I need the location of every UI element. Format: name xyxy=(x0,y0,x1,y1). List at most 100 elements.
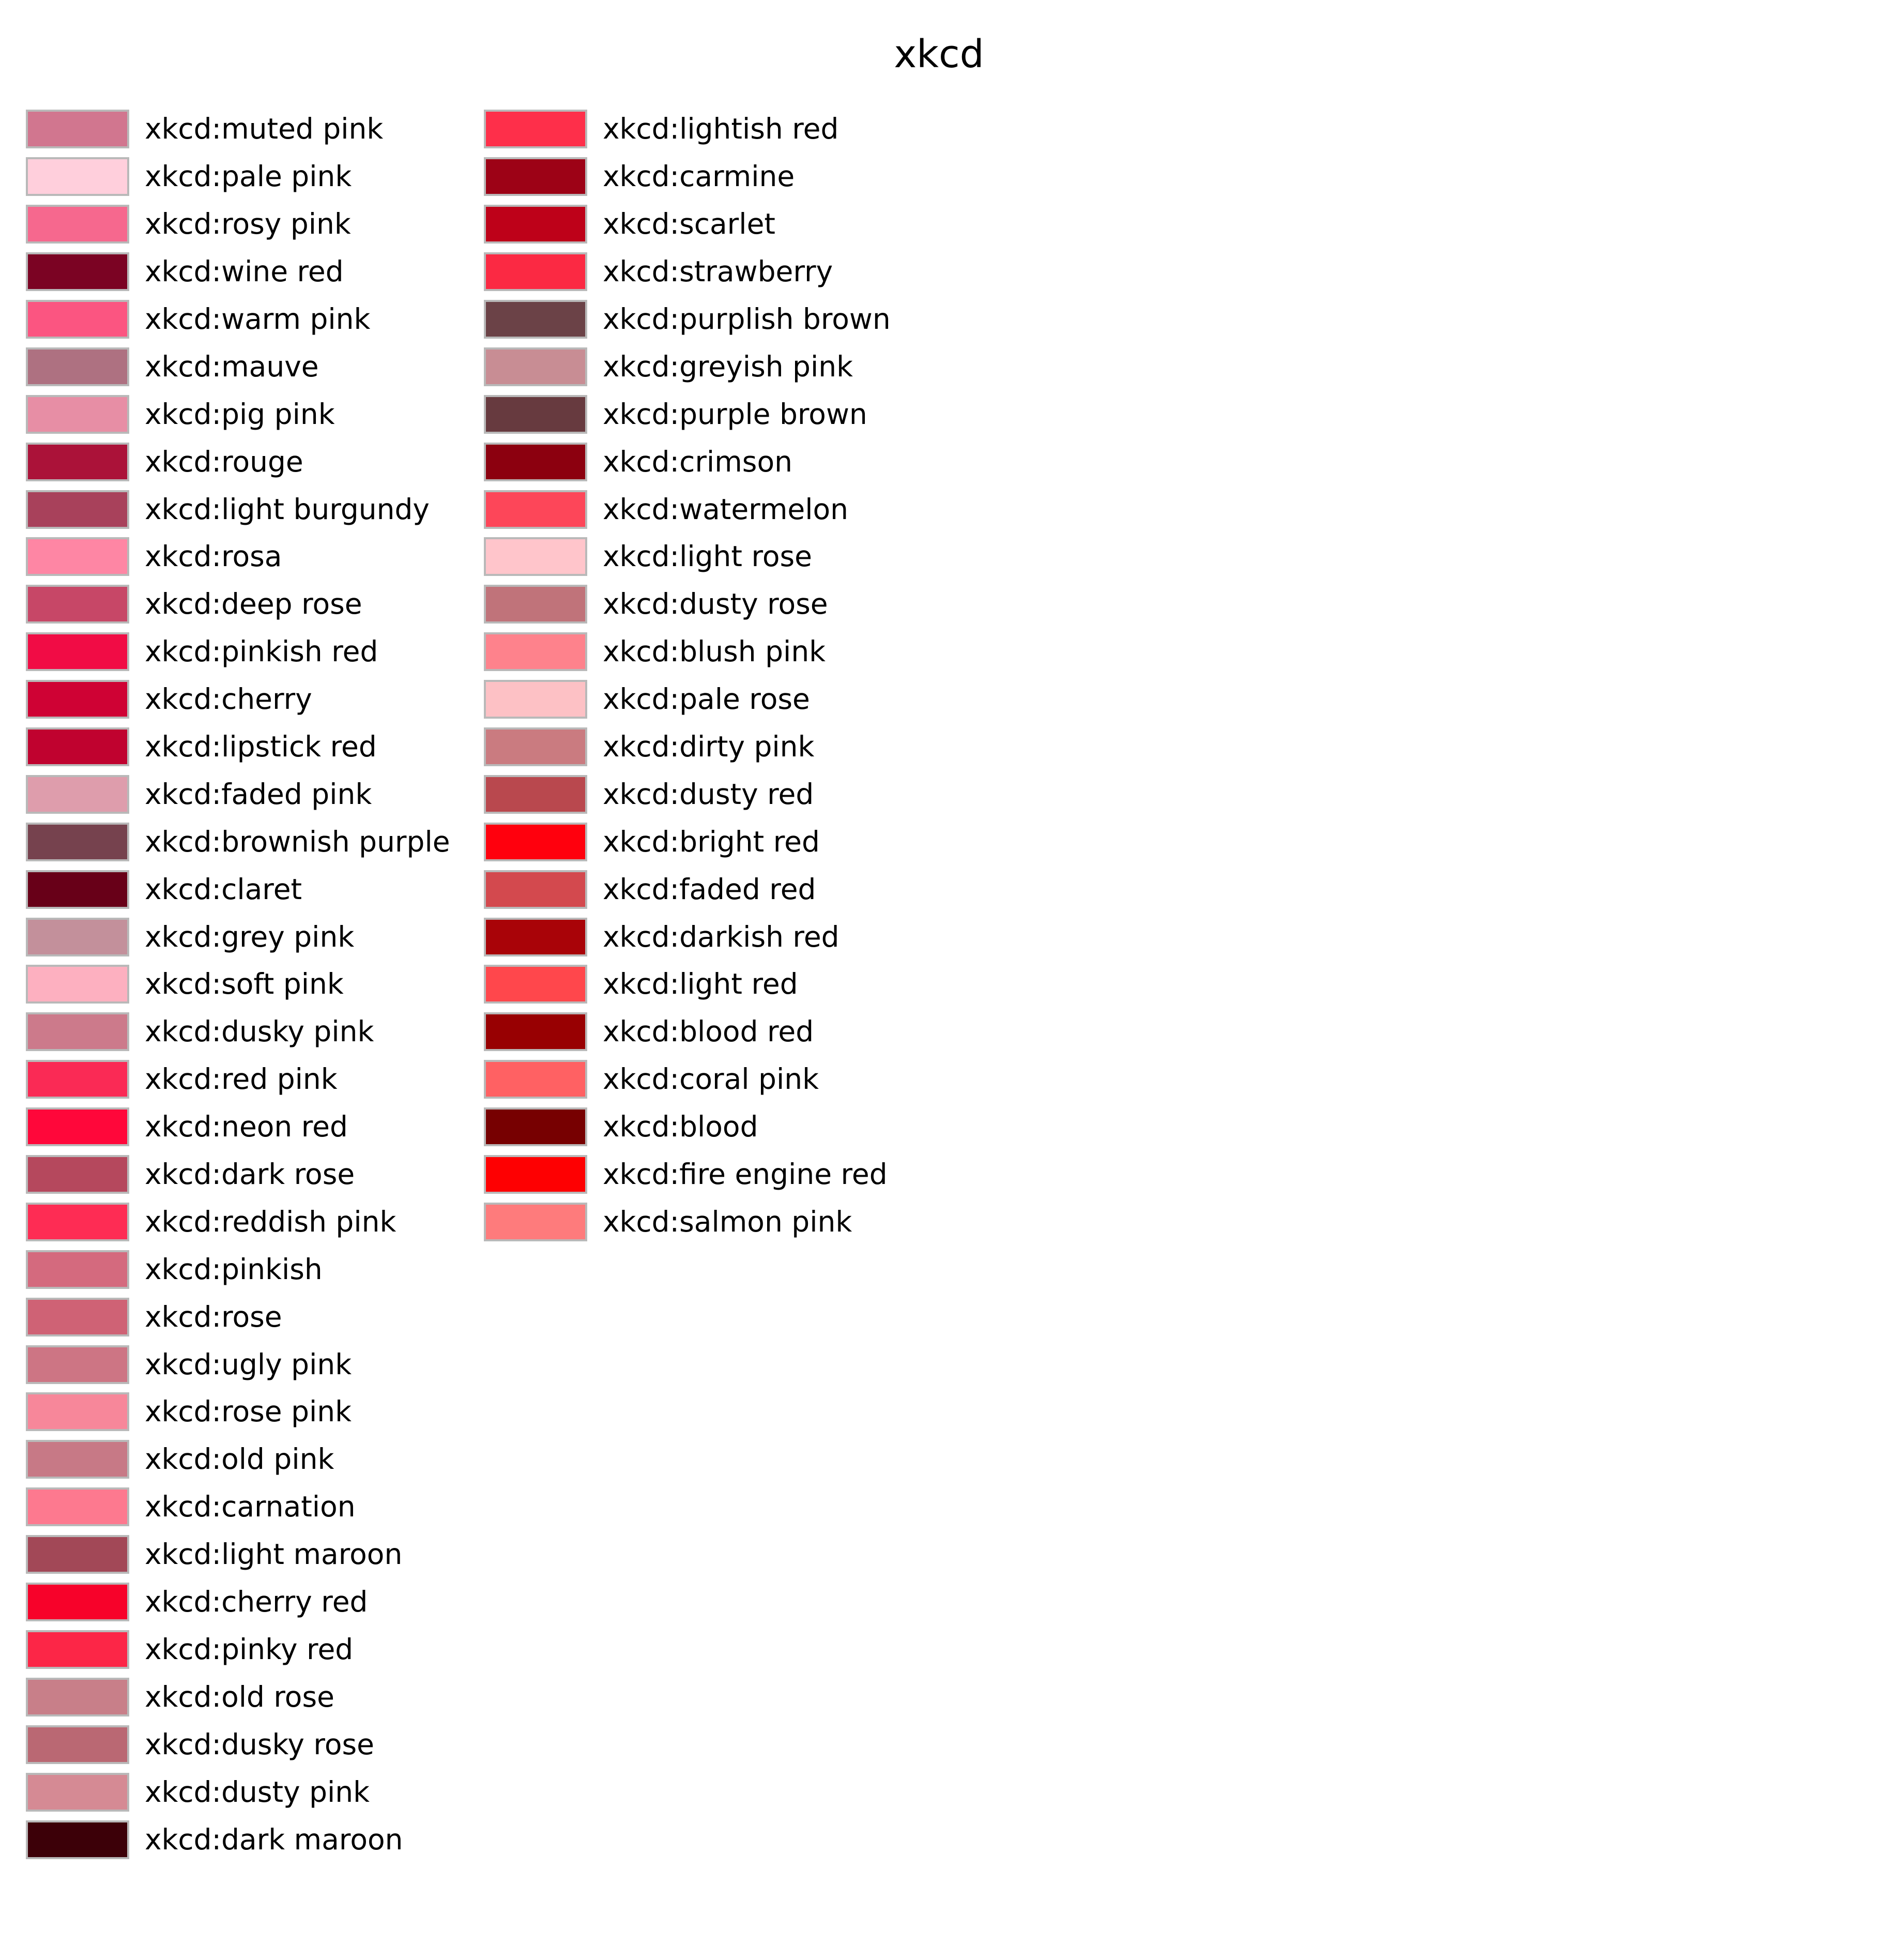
color-entry: xkcd:reddish pink xyxy=(26,1198,450,1245)
color-entry: xkcd:watermelon xyxy=(484,485,891,533)
color-label: xkcd:fire engine red xyxy=(603,1158,888,1191)
color-entry: xkcd:claret xyxy=(26,865,450,913)
color-swatch xyxy=(484,727,587,767)
color-swatch xyxy=(26,1155,129,1194)
color-entry: xkcd:fire engine red xyxy=(484,1151,891,1198)
color-swatch xyxy=(26,1677,129,1716)
color-entry: xkcd:dusky pink xyxy=(26,1008,450,1056)
color-swatch xyxy=(26,585,129,624)
color-swatch xyxy=(26,822,129,861)
color-label: xkcd:light burgundy xyxy=(145,492,430,526)
color-swatch xyxy=(484,347,587,386)
color-swatch xyxy=(484,252,587,292)
color-entry: xkcd:light burgundy xyxy=(26,485,450,533)
color-swatch xyxy=(484,110,587,149)
color-swatch xyxy=(26,680,129,719)
color-swatch xyxy=(26,727,129,767)
color-swatch xyxy=(26,1583,129,1622)
color-swatch xyxy=(26,917,129,956)
color-label: xkcd:bright red xyxy=(603,825,820,858)
color-entry: xkcd:old pink xyxy=(26,1436,450,1483)
color-label: xkcd:dusty rose xyxy=(603,587,828,621)
color-swatch xyxy=(26,1820,129,1859)
color-swatch xyxy=(26,1535,129,1574)
color-entry: xkcd:lightish red xyxy=(484,105,891,153)
color-swatch xyxy=(484,680,587,719)
color-label: xkcd:carmine xyxy=(603,160,795,193)
color-entry: xkcd:carmine xyxy=(484,153,891,201)
color-entry: xkcd:darkish red xyxy=(484,913,891,961)
color-entry: xkcd:dusty pink xyxy=(26,1768,450,1816)
color-entry: xkcd:blood red xyxy=(484,1008,891,1056)
color-entry: xkcd:rose pink xyxy=(26,1388,450,1436)
color-entry: xkcd:coral pink xyxy=(484,1056,891,1103)
color-entry: xkcd:wine red xyxy=(26,248,450,296)
color-swatch xyxy=(484,585,587,624)
color-swatch xyxy=(26,442,129,481)
color-label: xkcd:grey pink xyxy=(145,920,355,953)
color-swatch xyxy=(26,394,129,434)
color-entry: xkcd:purple brown xyxy=(484,390,891,438)
color-entry: xkcd:brownish purple xyxy=(26,818,450,865)
color-entry: xkcd:neon red xyxy=(26,1103,450,1151)
color-entry: xkcd:muted pink xyxy=(26,105,450,153)
color-label: xkcd:watermelon xyxy=(603,492,849,526)
color-swatch xyxy=(26,300,129,339)
color-label: xkcd:dark maroon xyxy=(145,1822,403,1856)
color-label: xkcd:cherry red xyxy=(145,1585,368,1619)
color-swatch xyxy=(26,1440,129,1479)
color-swatch xyxy=(26,110,129,149)
color-entry: xkcd:faded pink xyxy=(26,770,450,818)
color-swatch xyxy=(484,394,587,434)
color-entry: xkcd:pinkish xyxy=(26,1245,450,1293)
color-swatch xyxy=(26,1392,129,1432)
color-column-right: xkcd:lightish red xkcd:carmine xkcd:scarle… xyxy=(484,105,891,1245)
color-label: xkcd:dusky pink xyxy=(145,1015,374,1049)
color-label: xkcd:reddish pink xyxy=(145,1205,396,1238)
color-label: xkcd:rosy pink xyxy=(145,207,351,241)
color-label: xkcd:dusty pink xyxy=(145,1775,370,1809)
color-label: xkcd:brownish purple xyxy=(145,825,450,858)
color-label: xkcd:mauve xyxy=(145,350,319,383)
color-label: xkcd:pinkish red xyxy=(145,635,378,668)
color-entry: xkcd:warm pink xyxy=(26,296,450,343)
color-swatch xyxy=(26,1060,129,1099)
color-entry: xkcd:pinky red xyxy=(26,1626,450,1674)
color-label: xkcd:rosa xyxy=(145,540,282,573)
color-entry: xkcd:light red xyxy=(484,961,891,1008)
color-label: xkcd:pig pink xyxy=(145,397,335,431)
color-label: xkcd:pinkish xyxy=(145,1252,323,1286)
color-entry: xkcd:pig pink xyxy=(26,390,450,438)
color-swatch xyxy=(484,1012,587,1052)
color-entry: xkcd:grey pink xyxy=(26,913,450,961)
color-label: xkcd:scarlet xyxy=(603,207,775,241)
color-swatch xyxy=(484,1060,587,1099)
color-entry: xkcd:light rose xyxy=(484,533,891,581)
color-label: xkcd:muted pink xyxy=(145,112,384,146)
color-label: xkcd:red pink xyxy=(145,1062,338,1096)
color-entry: xkcd:purplish brown xyxy=(484,296,891,343)
color-entry: xkcd:cherry red xyxy=(26,1578,450,1626)
color-label: xkcd:rose xyxy=(145,1300,282,1333)
color-label: xkcd:dusty red xyxy=(603,777,814,811)
color-label: xkcd:blood red xyxy=(603,1015,814,1049)
color-label: xkcd:soft pink xyxy=(145,967,344,1001)
color-label: xkcd:dark rose xyxy=(145,1158,355,1191)
color-label: xkcd:lightish red xyxy=(603,112,839,146)
color-swatch xyxy=(26,870,129,909)
color-entry: xkcd:pale rose xyxy=(484,676,891,723)
color-entry: xkcd:soft pink xyxy=(26,961,450,1008)
color-entry: xkcd:bright red xyxy=(484,818,891,865)
color-label: xkcd:greyish pink xyxy=(603,350,853,383)
color-swatch xyxy=(26,965,129,1004)
color-swatch xyxy=(484,632,587,672)
color-entry: xkcd:rosa xyxy=(26,533,450,581)
color-swatch xyxy=(26,1772,129,1812)
color-swatch xyxy=(26,537,129,576)
color-entry: xkcd:cherry xyxy=(26,676,450,723)
color-entry: xkcd:old rose xyxy=(26,1673,450,1721)
color-entry: xkcd:dark rose xyxy=(26,1151,450,1198)
color-label: xkcd:lipstick red xyxy=(145,730,377,764)
color-label: xkcd:faded red xyxy=(603,872,816,906)
color-swatch xyxy=(26,632,129,672)
